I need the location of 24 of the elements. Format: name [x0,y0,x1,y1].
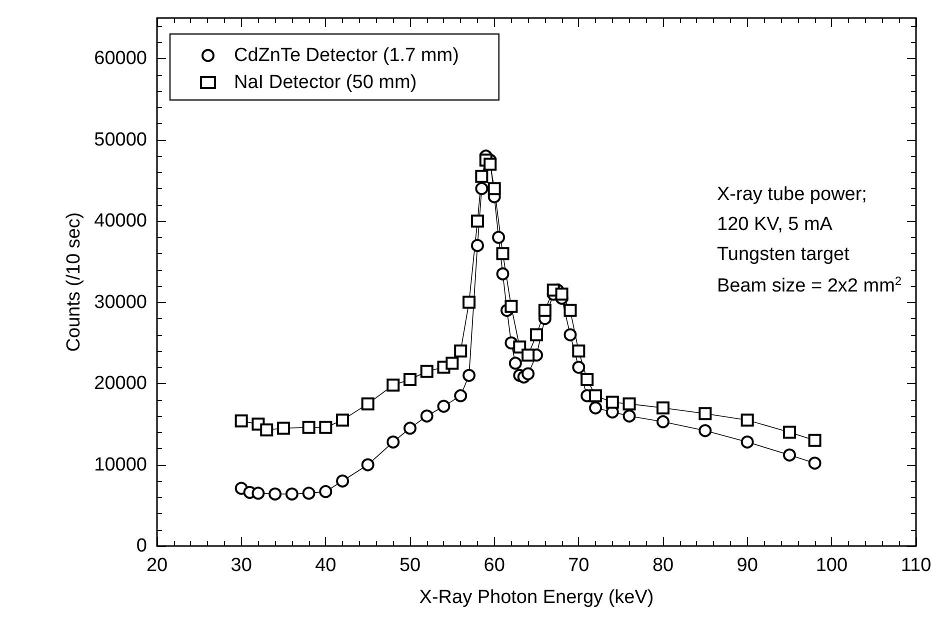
x-tick-label: 50 [399,555,421,576]
y-axis-title: Counts (/10 sec) [63,212,84,352]
x-tick-label: 90 [736,555,758,576]
annotation: 120 KV, 5 mA [717,214,833,235]
x-tick-label: 60 [484,555,505,576]
x-tick-label: 70 [568,555,590,576]
y-tick-label: 30000 [94,292,147,313]
x-tick-label: 20 [146,555,168,576]
annotation: Tungsten target [717,244,850,265]
x-tick-label: 110 [900,555,932,576]
legend-label: CdZnTe Detector (1.7 mm) [234,45,459,66]
y-tick-label: 20000 [94,373,147,394]
y-tick-label: 40000 [94,210,147,232]
y-tick-label: 50000 [94,129,147,150]
annotation: X-ray tube power; [717,184,867,205]
x-axis-title: X-Ray Photon Energy (keV) [419,587,654,608]
x-tick-label: 30 [230,555,252,576]
x-tick-label: 40 [315,555,336,576]
y-tick-label: 0 [136,536,147,556]
y-tick-label: 10000 [94,454,147,476]
x-tick-label: 100 [816,555,848,576]
x-tick-label: 80 [652,555,674,576]
legend-label: NaI Detector (50 mm) [234,72,417,93]
y-tick-label: 60000 [94,48,147,70]
